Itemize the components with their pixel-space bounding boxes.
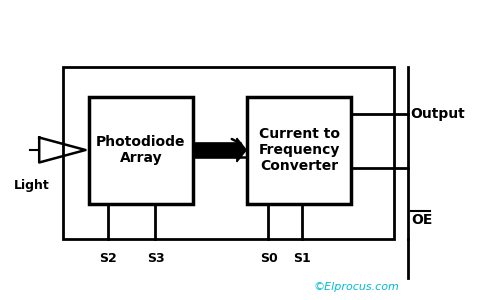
Bar (63, 67, 394, 239)
Text: Photodiode
Array: Photodiode Array (96, 135, 186, 165)
Text: S2: S2 (99, 252, 117, 265)
Text: S3: S3 (147, 252, 165, 265)
Text: S0: S0 (261, 252, 278, 265)
Text: Output: Output (410, 107, 465, 121)
Bar (247, 97, 351, 203)
Text: OE: OE (412, 213, 433, 227)
Bar (89, 97, 193, 203)
Text: ©Elprocus.com: ©Elprocus.com (313, 282, 399, 292)
Polygon shape (193, 143, 240, 157)
Text: S1: S1 (293, 252, 311, 265)
Text: Current to
Frequency
Converter: Current to Frequency Converter (259, 127, 340, 173)
Polygon shape (237, 138, 246, 162)
Text: Light: Light (14, 179, 50, 192)
